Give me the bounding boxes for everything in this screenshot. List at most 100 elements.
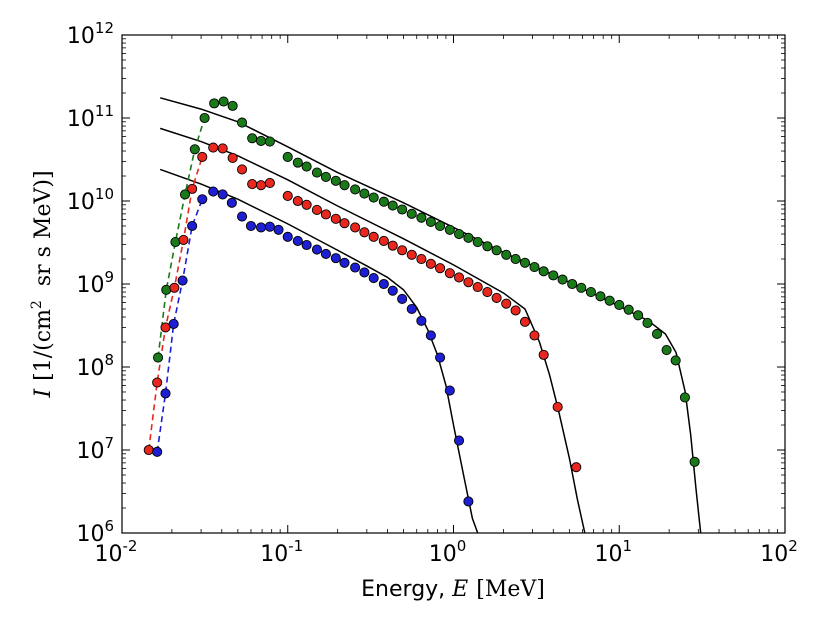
y-axis-unit-sup: 2 (29, 300, 45, 309)
x-tick-label: 10-2 (95, 537, 138, 567)
red-data-point (282, 190, 293, 202)
green-data-point (557, 274, 568, 285)
y-axis-unit-part1: [1/(cm (31, 309, 56, 381)
red-fit-line (159, 127, 586, 533)
green-data-point (301, 161, 312, 172)
blue-data-point (359, 267, 370, 278)
red-data-point (143, 444, 154, 456)
green-data-point (623, 304, 634, 315)
red-data-point (350, 222, 361, 233)
red-data-point (217, 143, 228, 154)
red-data-point (510, 305, 521, 316)
blue-data-point (368, 272, 379, 284)
green-data-point (435, 220, 446, 232)
y-axis-unit-part2: sr s MeV)] (31, 170, 56, 300)
green-data-point (661, 345, 672, 356)
green-data-point (152, 352, 164, 363)
green-data-point (538, 266, 549, 277)
x-tick-label: 100 (429, 537, 467, 567)
blue-data-point (292, 235, 303, 247)
green-data-point (614, 299, 625, 310)
green-data-point (350, 184, 361, 195)
blue-data-point (387, 285, 398, 296)
green-data-point (548, 270, 559, 281)
y-tick-label: 108 (76, 351, 114, 381)
green-data-point (406, 208, 417, 219)
red-data-point (292, 195, 303, 207)
red-data-point (538, 349, 549, 360)
green-data-point (472, 237, 483, 248)
blue-data-point (273, 224, 284, 235)
green-data-point (255, 135, 267, 146)
blue-data-point (330, 253, 341, 264)
green-data-point (320, 171, 332, 182)
y-tick-label: 1010 (67, 185, 114, 215)
green-data-point (227, 100, 238, 111)
blue-data-point (406, 303, 417, 315)
red-data-point (529, 330, 540, 341)
blue-data-point (350, 262, 361, 273)
green-data-point (218, 96, 229, 107)
blue-data-point (197, 194, 208, 205)
x-axis-symbol: E (451, 577, 468, 602)
red-data-point (482, 286, 493, 298)
blue-data-point (264, 221, 275, 232)
x-tick-label: 10-1 (260, 537, 303, 567)
red-data-point (463, 277, 474, 288)
red-data-point (178, 234, 189, 245)
green-data-point (247, 133, 258, 144)
green-data-point (179, 189, 191, 200)
red-data-point (197, 151, 208, 162)
green-data-point (236, 117, 248, 128)
blue-data-point (255, 222, 267, 233)
red-data-point (444, 268, 455, 279)
green-data-point (633, 310, 644, 321)
green-data-point (510, 253, 521, 265)
blue-data-point (311, 244, 322, 255)
green-data-point (387, 200, 398, 211)
red-data-point (453, 272, 465, 283)
blue-data-point (226, 197, 237, 208)
red-data-point (330, 213, 341, 224)
green-data-point (585, 286, 597, 298)
red-data-point (339, 218, 350, 229)
green-data-point (425, 216, 436, 227)
green-data-point (679, 392, 690, 403)
green-data-point (416, 212, 427, 223)
red-data-point (169, 282, 180, 293)
blue-data-point (453, 435, 465, 446)
y-tick-label: 109 (76, 268, 114, 298)
green-data-point (189, 144, 200, 155)
plot-frame (121, 34, 786, 534)
green-data-point (642, 317, 653, 328)
red-data-point (152, 377, 163, 388)
x-axis-title: Energy, E [MeV] (361, 577, 545, 602)
green-data-point (670, 355, 681, 366)
green-data-point (519, 257, 531, 268)
green-data-point (567, 278, 578, 290)
blue-data-point (282, 231, 293, 242)
blue-data-point (236, 211, 248, 222)
red-data-point (378, 235, 389, 247)
green-data-point (604, 295, 615, 306)
green-data-point (651, 328, 663, 340)
blue-data-point (425, 330, 436, 341)
x-axis-unit: [MeV] (476, 577, 545, 602)
green-data-point (397, 204, 408, 215)
y-tick-label: 107 (76, 434, 114, 464)
red-data-point (387, 240, 398, 251)
red-data-point (435, 263, 446, 274)
red-data-point (571, 462, 582, 473)
blue-data-point (320, 248, 332, 260)
blue-data-point (444, 385, 455, 396)
red-data-point (368, 231, 379, 242)
blue-fit-line (159, 168, 479, 533)
y-axis-symbol: I (31, 388, 56, 399)
blue-data-point (339, 257, 350, 268)
green-data-point (199, 112, 210, 124)
green-data-point (264, 136, 275, 147)
y-tick-label: 1011 (67, 102, 114, 132)
red-data-point (519, 316, 531, 327)
y-tick-label: 1012 (67, 19, 114, 49)
